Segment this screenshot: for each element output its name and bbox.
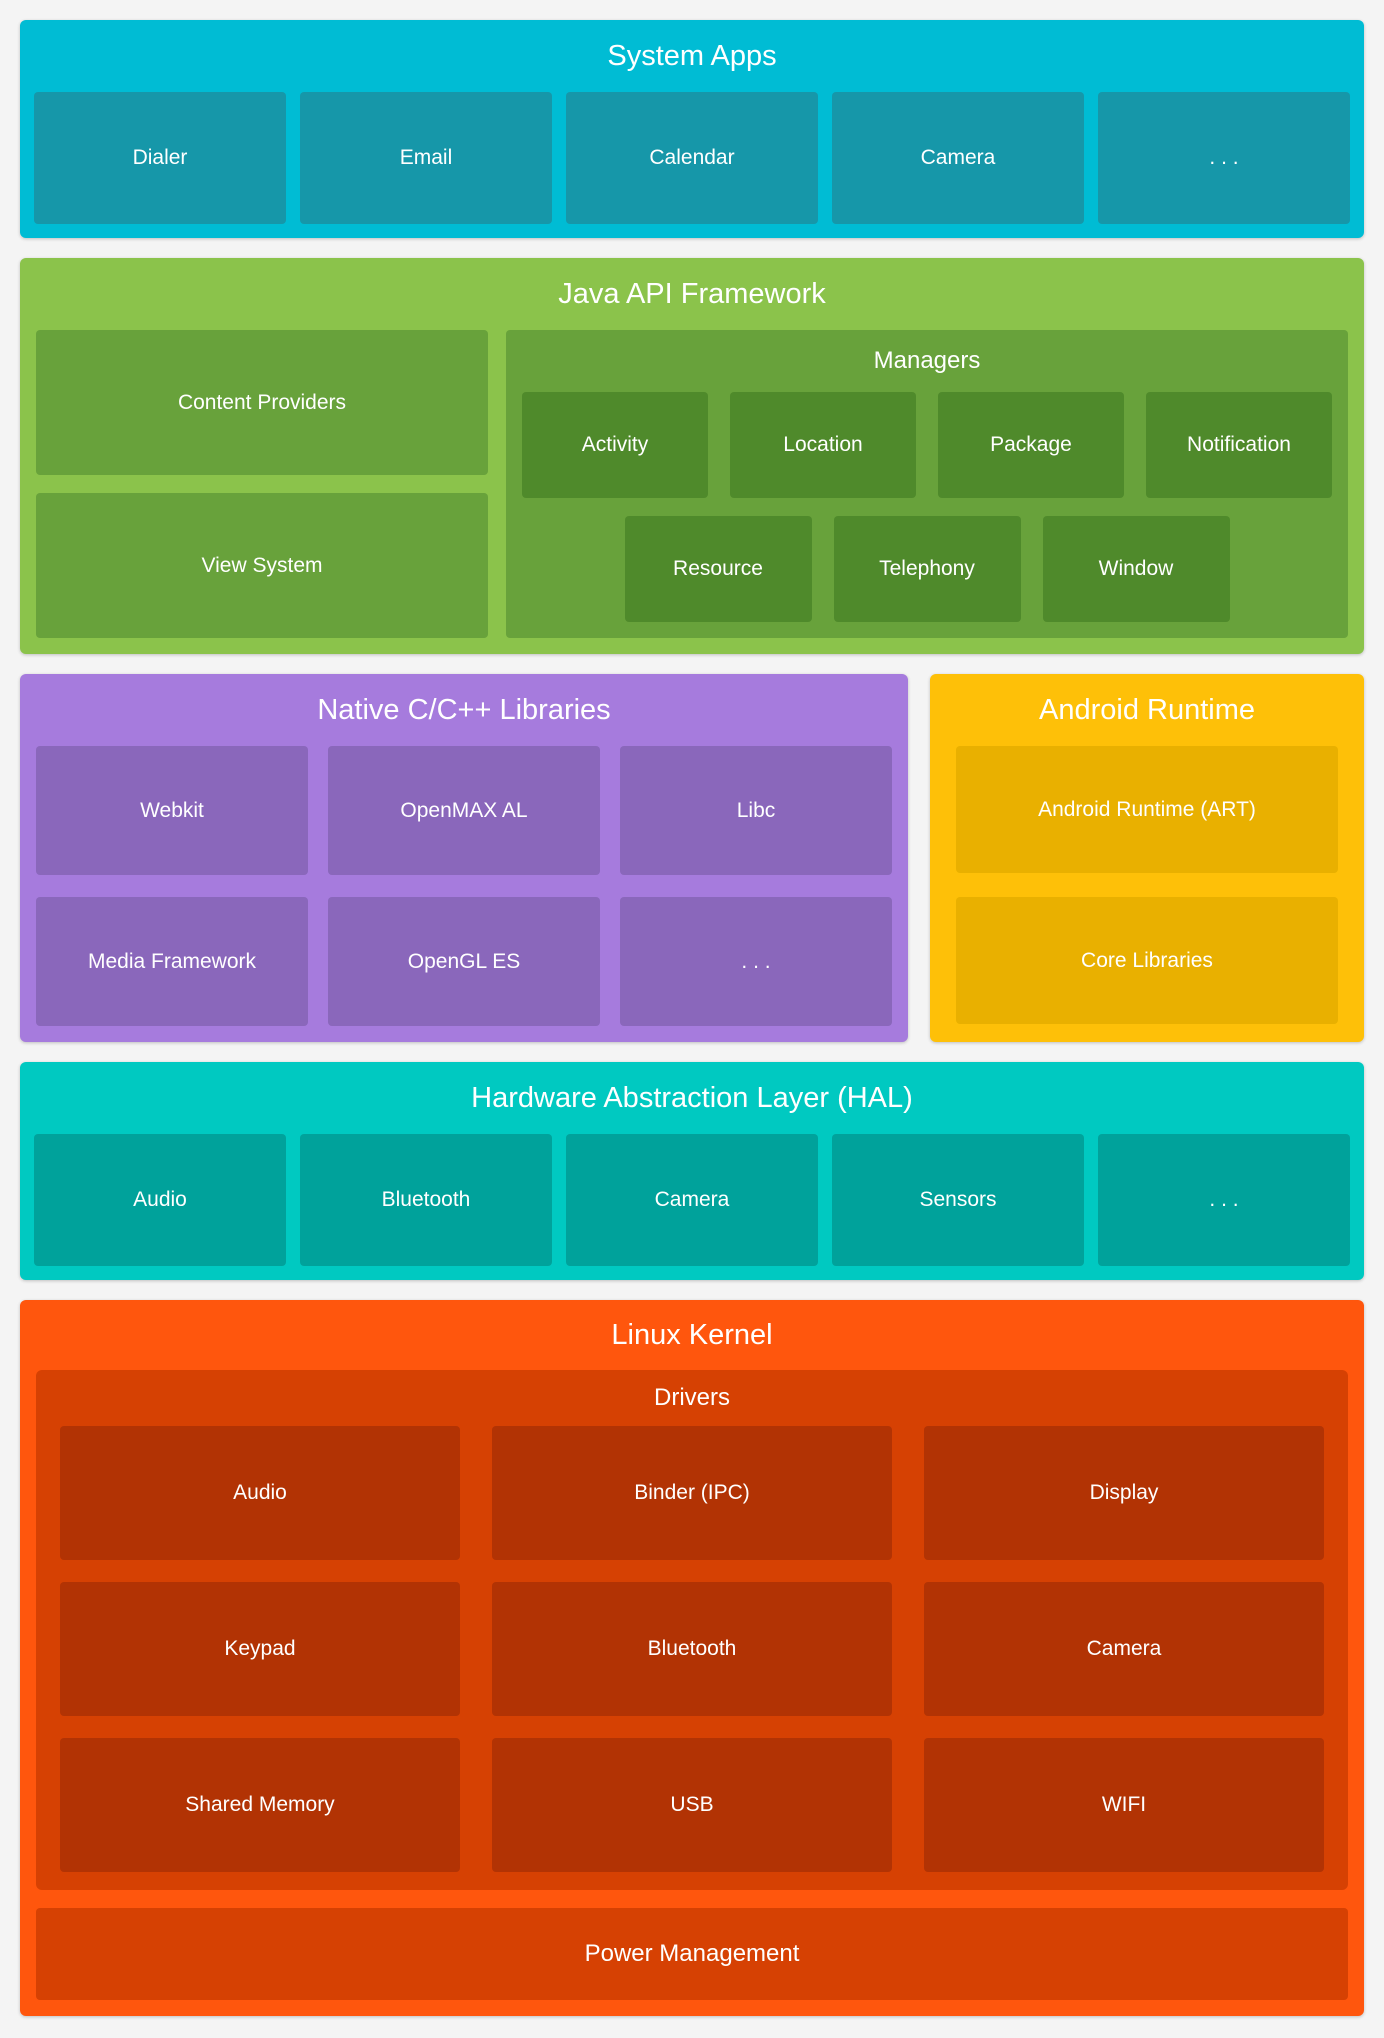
- java-api-body: Content Providers View System Managers A…: [20, 330, 1364, 654]
- section-system-apps: System Apps Dialer Email Calendar Camera…: [20, 20, 1364, 238]
- hal-box-sensors: Sensors: [832, 1134, 1084, 1266]
- hal-title: Hardware Abstraction Layer (HAL): [471, 1081, 913, 1114]
- managers-panel: Managers Activity Location Package Notif…: [506, 330, 1348, 638]
- android-runtime-title: Android Runtime: [1039, 693, 1255, 726]
- section-native-libraries: Native C/C++ Libraries Webkit OpenMAX AL…: [20, 674, 908, 1042]
- app-box-camera: Camera: [832, 92, 1084, 224]
- drivers-panel: Drivers Audio Binder (IPC) Display Keypa…: [36, 1370, 1348, 1890]
- manager-box-notification: Notification: [1146, 392, 1332, 498]
- framework-box-view-system: View System: [36, 493, 488, 638]
- managers-title: Managers: [873, 347, 981, 374]
- managers-row-1: Activity Location Package Notification: [522, 392, 1332, 498]
- driver-box-bluetooth: Bluetooth: [492, 1582, 892, 1716]
- hal-box-camera: Camera: [566, 1134, 818, 1266]
- manager-box-location: Location: [730, 392, 916, 498]
- library-box-openmax-al: OpenMAX AL: [328, 746, 600, 875]
- library-box-more: . . .: [620, 897, 892, 1026]
- section-hal: Hardware Abstraction Layer (HAL) Audio B…: [20, 1062, 1364, 1280]
- manager-box-activity: Activity: [522, 392, 708, 498]
- native-libraries-row-2: Media Framework OpenGL ES . . .: [36, 897, 892, 1026]
- section-linux-kernel: Linux Kernel Drivers Audio Binder (IPC) …: [20, 1300, 1364, 2016]
- library-box-webkit: Webkit: [36, 746, 308, 875]
- hal-box-bluetooth: Bluetooth: [300, 1134, 552, 1266]
- native-libraries-rows: Webkit OpenMAX AL Libc Media Framework O…: [20, 746, 908, 1042]
- section-java-api-framework: Java API Framework Content Providers Vie…: [20, 258, 1364, 654]
- managers-rows: Activity Location Package Notification R…: [506, 392, 1348, 638]
- app-box-email: Email: [300, 92, 552, 224]
- drivers-grid: Audio Binder (IPC) Display Keypad Blueto…: [36, 1426, 1348, 1890]
- hal-row: Audio Bluetooth Camera Sensors . . .: [20, 1134, 1364, 1280]
- java-api-left-column: Content Providers View System: [36, 330, 488, 638]
- manager-box-telephony: Telephony: [833, 516, 1021, 622]
- system-apps-title: System Apps: [607, 39, 777, 72]
- libraries-runtime-row: Native C/C++ Libraries Webkit OpenMAX AL…: [20, 674, 1364, 1042]
- driver-box-audio: Audio: [60, 1426, 460, 1560]
- section-android-runtime: Android Runtime Android Runtime (ART) Co…: [930, 674, 1364, 1042]
- app-box-more: . . .: [1098, 92, 1350, 224]
- drivers-title: Drivers: [654, 1384, 730, 1411]
- library-box-opengl-es: OpenGL ES: [328, 897, 600, 1026]
- app-box-dialer: Dialer: [34, 92, 286, 224]
- manager-box-resource: Resource: [624, 516, 812, 622]
- driver-box-wifi: WIFI: [924, 1738, 1324, 1872]
- native-libraries-row-1: Webkit OpenMAX AL Libc: [36, 746, 892, 875]
- manager-box-window: Window: [1042, 516, 1230, 622]
- library-box-media-framework: Media Framework: [36, 897, 308, 1026]
- power-management-box: Power Management: [36, 1908, 1348, 2000]
- hal-box-more: . . .: [1098, 1134, 1350, 1266]
- runtime-box-art: Android Runtime (ART): [956, 746, 1338, 873]
- runtime-box-core-libraries: Core Libraries: [956, 897, 1338, 1024]
- manager-box-package: Package: [938, 392, 1124, 498]
- app-box-calendar: Calendar: [566, 92, 818, 224]
- system-apps-row: Dialer Email Calendar Camera . . .: [20, 92, 1364, 238]
- framework-box-content-providers: Content Providers: [36, 330, 488, 475]
- native-libraries-title: Native C/C++ Libraries: [317, 693, 611, 726]
- driver-box-display: Display: [924, 1426, 1324, 1560]
- linux-kernel-title: Linux Kernel: [611, 1318, 773, 1351]
- driver-box-keypad: Keypad: [60, 1582, 460, 1716]
- driver-box-binder-ipc: Binder (IPC): [492, 1426, 892, 1560]
- android-runtime-body: Android Runtime (ART) Core Libraries: [930, 746, 1364, 1042]
- linux-kernel-body: Drivers Audio Binder (IPC) Display Keypa…: [20, 1370, 1364, 2016]
- hal-box-audio: Audio: [34, 1134, 286, 1266]
- driver-box-shared-memory: Shared Memory: [60, 1738, 460, 1872]
- managers-row-2: Resource Telephony Window: [522, 516, 1332, 622]
- java-api-title: Java API Framework: [558, 277, 826, 310]
- library-box-libc: Libc: [620, 746, 892, 875]
- driver-box-usb: USB: [492, 1738, 892, 1872]
- driver-box-camera: Camera: [924, 1582, 1324, 1716]
